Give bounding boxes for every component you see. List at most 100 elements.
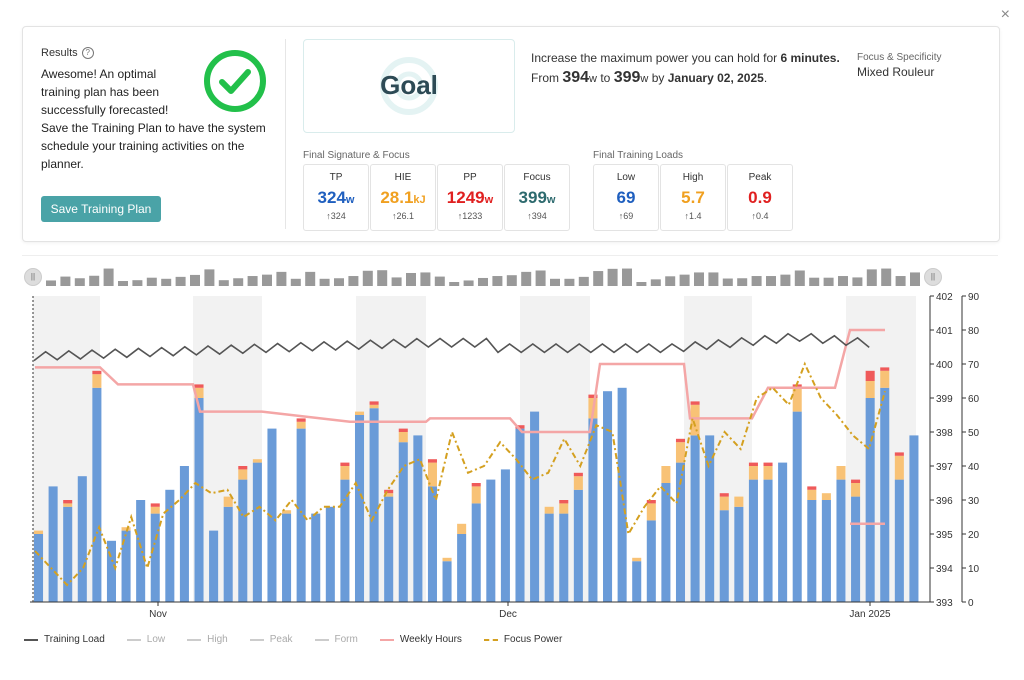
bar-high [748,466,758,480]
bar-high [544,506,554,514]
bar-low [63,506,73,602]
bar-peak [398,428,408,432]
metric-name: Low [616,172,636,183]
navigator-bars [46,268,920,286]
to-unit: w [640,73,649,85]
bar-low [573,489,583,602]
legend-label: Form [334,634,358,645]
y-right-tick-label: 50 [968,428,980,439]
legend-item-high[interactable]: High [187,634,228,645]
check-circle-icon [204,50,266,112]
goal-duration: 6 minutes. [780,51,840,65]
bar-peak [559,500,569,504]
navigator-bar [694,272,704,286]
bar-peak [427,459,437,463]
bar-low [500,469,510,602]
metric-number: 399 [518,188,547,207]
navigator-bar [233,278,244,286]
chart-navigator[interactable]: || || [24,266,944,288]
legend-item-low[interactable]: Low [126,634,165,645]
bar-high [238,469,248,480]
bar-low [384,496,394,602]
focus-value: Mixed Rouleur [857,65,935,79]
metric-value: 324w [304,188,368,208]
bar-peak [588,394,598,398]
to-word: to [600,71,611,85]
bar-low [690,435,700,602]
bar-peak [515,425,525,429]
navigator-bar [420,272,431,286]
bar-high [223,496,233,507]
metric-focus: Focus 399w ↑394 [504,164,570,231]
navigator-bar [478,277,488,286]
help-icon[interactable]: ? [81,47,94,59]
navigator-bar [305,271,316,286]
bar-high [573,476,583,490]
bar-low [136,500,146,602]
navigator-bar [89,275,100,286]
navigator-bar [146,277,157,286]
target-icon [380,57,438,115]
navigator-bar [434,276,445,286]
bar-peak [719,493,729,497]
navigator-bar [838,276,848,286]
save-training-plan-button[interactable]: Save Training Plan [41,196,161,222]
bar-low [778,462,788,602]
legend-label: Weekly Hours [399,634,462,645]
metric-change: ↑394 [527,211,547,221]
metric-low: Low 69 ↑69 [593,164,659,231]
bar-peak [865,370,875,381]
navigator-bar [247,276,258,286]
navigator-left-handle[interactable]: || [24,268,42,286]
from-word: From [531,71,559,85]
legend-item-peak[interactable]: Peak [249,634,293,645]
metric-name: Peak [748,172,772,183]
y-right-tick-label: 60 [968,394,980,405]
bar-low [734,506,744,602]
metric-change: ↑69 [618,211,634,221]
navigator-right-handle[interactable]: || [924,268,942,286]
bar-high [384,493,394,497]
legend-swatch [187,638,202,641]
y-left-tick-label: 393 [936,598,953,609]
bar-high [880,370,890,388]
bar-high [851,483,861,497]
signature-label: Final Signature & Focus [303,150,410,161]
legend-swatch [249,638,264,641]
bar-high [398,432,408,443]
bar-low [748,479,758,602]
bar-low [92,387,102,602]
bar-high [194,387,204,398]
bar-low [646,520,656,602]
legend-item-training-load[interactable]: Training Load [24,634,105,645]
legend-item-focus-power[interactable]: Focus Power [483,634,562,645]
metric-change: ↑0.4 [751,211,769,221]
legend-item-weekly-hours[interactable]: Weekly Hours [379,634,462,645]
bar-high [63,503,73,507]
bar-peak [369,401,379,405]
legend-item-form[interactable]: Form [314,634,358,645]
navigator-bar [521,271,532,286]
bar-peak [471,483,481,487]
bar-low [282,513,292,602]
x-tick-label: Jan 2025 [849,609,891,620]
navigator-bar [535,270,546,286]
focus-power-line [34,361,886,587]
navigator-bar [679,274,690,286]
bar-low [77,476,87,602]
to-value: 399 [613,69,641,86]
bar-peak [340,462,350,466]
metric-change: ↑1.4 [684,211,702,221]
chart-legend: Training Load Low High Peak Form Weekly Hours… [24,634,562,645]
navigator-bar [910,272,920,286]
bar-low [121,530,131,602]
bar-low [792,411,802,602]
metric-number: 324 [317,188,346,207]
bar-high [763,466,773,480]
navigator-bar [46,280,56,286]
navigator-bar [881,268,892,286]
navigator-bar [506,275,517,286]
results-line: schedule your training activities on the [41,139,245,153]
close-icon[interactable]: × [1000,6,1010,23]
bar-low [194,398,204,602]
